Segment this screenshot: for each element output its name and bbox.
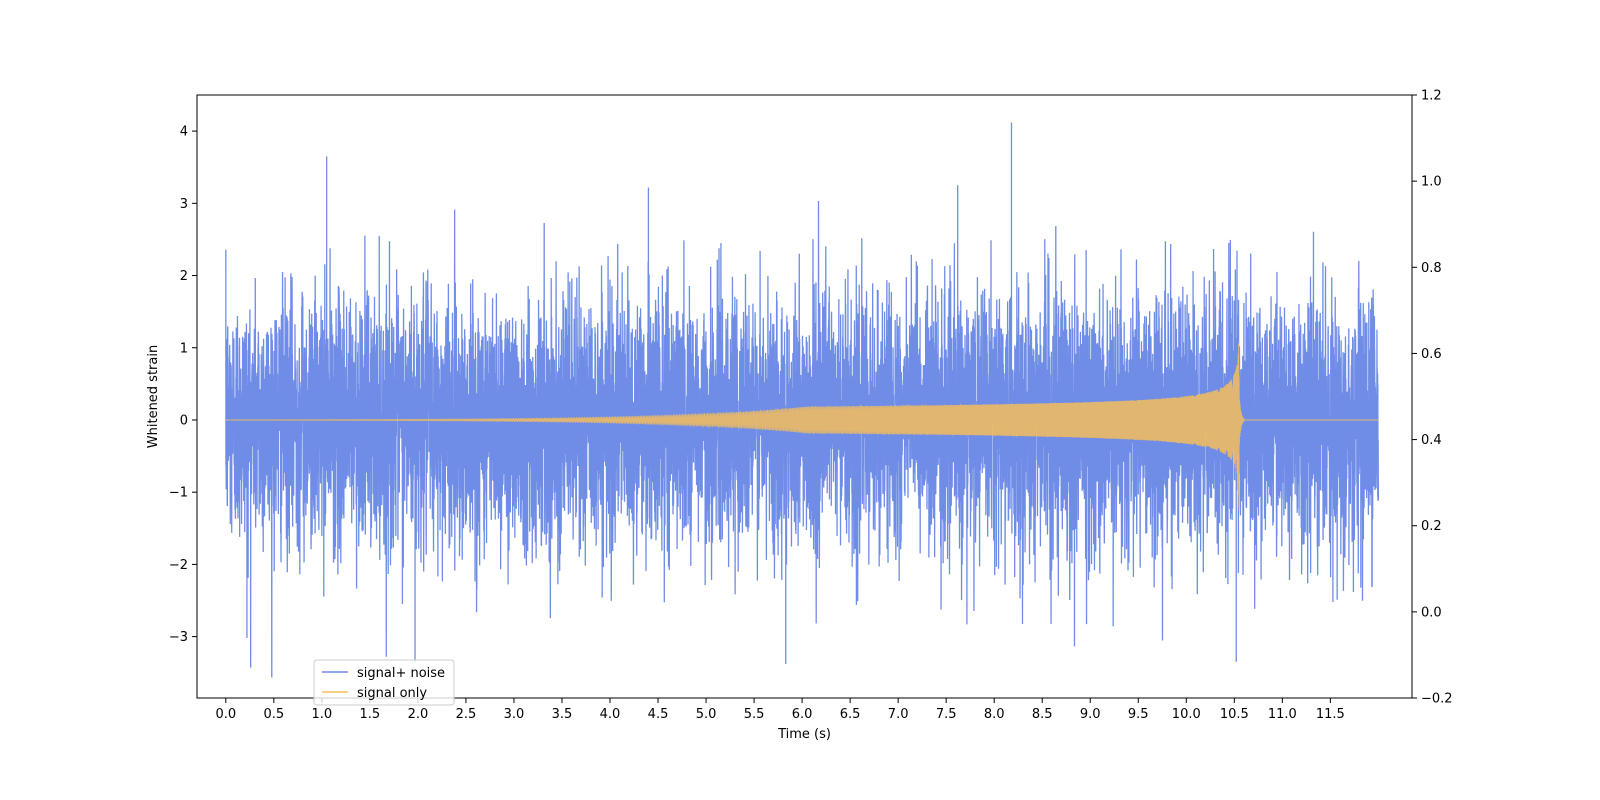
y-tick-label: 3 [180, 197, 188, 212]
y-tick-label: −1 [169, 486, 188, 501]
y2-tick-label: 0.6 [1421, 347, 1442, 362]
plot-area [196, 94, 1413, 699]
x-tick-label: 4.0 [600, 707, 621, 722]
x-tick-label: 6.5 [840, 707, 861, 722]
x-tick-label: 4.5 [648, 707, 669, 722]
y-tick-label: 4 [180, 125, 188, 140]
y-axis-left: −3 −2 −1 0 1 2 3 4 [169, 125, 197, 645]
x-tick-label: 9.5 [1128, 707, 1149, 722]
x-tick-label: 8.5 [1032, 707, 1053, 722]
x-tick-label: 1.5 [360, 707, 381, 722]
x-tick-label: 6.0 [792, 707, 813, 722]
x-tick-label: 10.0 [1172, 707, 1201, 722]
x-tick-label: 5.0 [696, 707, 717, 722]
y2-tick-label: −0.2 [1421, 692, 1453, 707]
y-tick-label: 0 [180, 413, 188, 428]
x-tick-label: 5.5 [744, 707, 765, 722]
legend: signal+ noise signal only [313, 659, 455, 706]
x-tick-label: 3.0 [504, 707, 525, 722]
y2-tick-label: 0.0 [1421, 605, 1442, 620]
x-axis: 0.0 0.5 1.0 1.5 2.0 2.5 3.0 3.5 4.0 4.5 5.0 5.5 6.0 6… [215, 698, 1345, 722]
y-tick-label: −3 [169, 630, 188, 645]
y2-tick-label: 1.0 [1421, 175, 1442, 190]
legend-box [313, 659, 455, 706]
x-axis-label: Time (s) [777, 727, 831, 742]
series-signal-only [225, 343, 1379, 508]
x-tick-label: 11.0 [1268, 707, 1297, 722]
legend-entry-signal-noise: signal+ noise [357, 666, 445, 681]
y-axis-label: Whitened strain [146, 345, 161, 448]
axes-frame [196, 94, 1413, 699]
x-tick-label: 2.0 [408, 707, 429, 722]
x-tick-label: 7.0 [888, 707, 909, 722]
x-tick-label: 0.0 [215, 707, 236, 722]
x-tick-label: 3.5 [552, 707, 573, 722]
series-signal-noise [225, 122, 1380, 678]
y2-tick-label: 0.8 [1421, 261, 1442, 276]
x-tick-label: 7.5 [936, 707, 957, 722]
y-axis-right: −0.2 0.0 0.2 0.4 0.6 0.8 1.0 1.2 [1412, 89, 1453, 707]
y-tick-label: 1 [180, 341, 188, 356]
y-tick-label: −2 [169, 558, 188, 573]
legend-entry-signal-only: signal only [357, 686, 427, 701]
x-tick-label: 0.5 [263, 707, 284, 722]
x-tick-label: 2.5 [456, 707, 477, 722]
y2-tick-label: 0.2 [1421, 519, 1442, 534]
y2-tick-label: 0.4 [1421, 433, 1442, 448]
x-tick-label: 9.0 [1080, 707, 1101, 722]
y-tick-label: 2 [180, 269, 188, 284]
x-tick-label: 8.0 [984, 707, 1005, 722]
x-tick-label: 11.5 [1316, 707, 1345, 722]
y2-tick-label: 1.2 [1421, 89, 1442, 104]
x-tick-label: 10.5 [1220, 707, 1249, 722]
x-tick-label: 1.0 [312, 707, 333, 722]
series-layer [225, 122, 1380, 678]
